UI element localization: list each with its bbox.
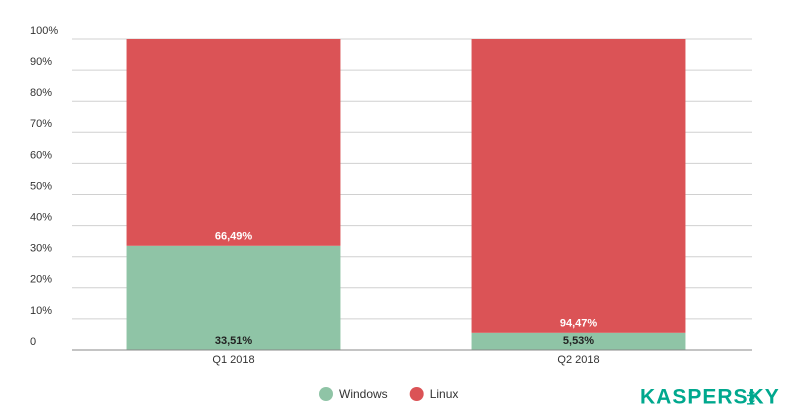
y-tick-label: 50% [30,180,52,192]
y-tick-label: 70% [30,118,52,130]
y-tick-label: 40% [30,212,52,224]
logo: KASPERSKY [640,386,780,409]
x-tick-label: Q2 2018 [557,354,599,366]
y-tick-label: 10% [30,305,52,317]
bar-segment [126,245,341,350]
value-label: 5,53% [563,335,594,347]
y-tick-label: 0 [30,336,36,348]
x-tick-label: Q1 2018 [212,354,254,366]
value-label: 33,51% [215,335,253,347]
value-label: 94,47% [560,318,598,330]
y-tick-label: 80% [30,87,52,99]
y-tick-label: 30% [30,243,52,255]
y-tick-label: 100% [30,25,58,37]
y-tick-label: 90% [30,56,52,68]
legend-marker [409,387,424,401]
legend-marker [319,387,333,401]
y-tick-label: 60% [30,149,52,161]
y-tick-label: 20% [30,274,52,286]
bar-segment [471,332,686,350]
value-label: 66,49% [215,231,253,243]
bar-segment [471,39,686,333]
bar-segment [126,39,341,246]
legend-label: Linux [430,387,459,401]
legend-label: Windows [339,387,388,401]
logo-sub: lab [747,391,758,405]
